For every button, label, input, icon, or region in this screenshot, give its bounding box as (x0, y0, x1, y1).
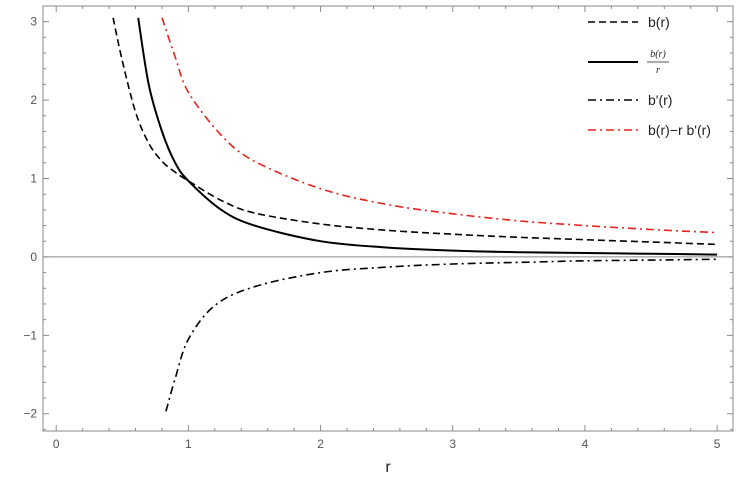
b-over-r-curve (137, 17, 718, 256)
legend-label: b(r)−r b'(r) (648, 122, 711, 138)
y-tick-label: 2 (30, 93, 37, 107)
x-tick-label: 4 (582, 437, 589, 451)
x-tick-label: 0 (53, 437, 60, 451)
y-tick-label: −2 (23, 407, 37, 421)
legend-fraction-denominator: r (656, 65, 660, 76)
x-tick-label: 3 (449, 437, 456, 451)
curves (112, 17, 718, 412)
b-prime-curve (165, 258, 718, 412)
y-tick-label: 3 (30, 15, 37, 29)
y-tick-label: −1 (23, 328, 37, 342)
x-tick-label: 1 (185, 437, 192, 451)
legend-label: b'(r) (648, 92, 672, 108)
y-tick-label: 1 (30, 172, 37, 186)
b-minus-r-b-prime-curve (161, 17, 718, 234)
axis-ticks: 0 1 2 3 4 5 −2 −1 0 1 2 3 (23, 6, 733, 451)
y-tick-label: 0 (30, 250, 37, 264)
x-axis-title: r (385, 459, 391, 476)
b-curve (112, 17, 718, 246)
legend: b(r) b(r) r b'(r) b(r)−r b'(r) (588, 14, 711, 138)
legend-fraction-numerator: b(r) (650, 49, 666, 60)
legend-label: b(r) (648, 14, 670, 30)
x-tick-label: 5 (714, 437, 721, 451)
x-tick-label: 2 (317, 437, 324, 451)
plot-frame (42, 5, 734, 432)
